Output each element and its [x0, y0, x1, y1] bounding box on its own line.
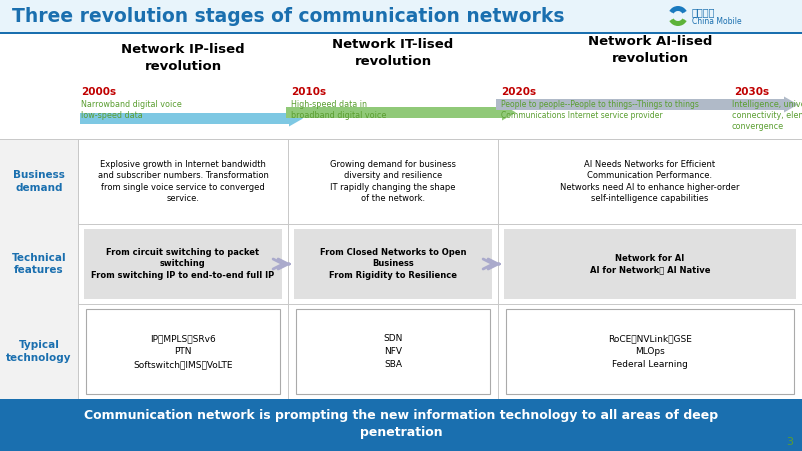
Bar	[0, 399, 802, 451]
Text: Technical
features: Technical features	[12, 253, 67, 275]
Text: From Closed Networks to Open
Business
From Rigidity to Resilience: From Closed Networks to Open Business Fr…	[320, 248, 466, 280]
FancyArrow shape	[286, 105, 516, 120]
Bar	[506, 309, 794, 394]
Bar	[294, 229, 492, 299]
Text: Three revolution stages of communication networks: Three revolution stages of communication…	[12, 6, 565, 26]
Bar	[296, 309, 490, 394]
Text: Communication network is prompting the new information technology to all areas o: Communication network is prompting the n…	[84, 409, 718, 439]
Text: 2000s: 2000s	[81, 87, 116, 97]
Text: High-speed data in
broadband digital voice: High-speed data in broadband digital voi…	[291, 100, 387, 120]
Bar	[0, 139, 78, 399]
Bar	[0, 32, 802, 399]
Text: SDN
NFV
SBA: SDN NFV SBA	[383, 334, 403, 369]
Text: From circuit switching to packet
switching
From switching IP to end-to-end full : From circuit switching to packet switchi…	[91, 248, 274, 280]
Text: Intelligence, universal
connectivity, elemental
convergence: Intelligence, universal connectivity, el…	[732, 100, 802, 131]
Text: 中国移动: 中国移动	[692, 7, 715, 17]
Bar	[0, 32, 802, 34]
Text: 2010s: 2010s	[291, 87, 326, 97]
Text: Network IP-lised
revolution: Network IP-lised revolution	[121, 43, 245, 73]
Text: 2020s: 2020s	[501, 87, 536, 97]
Wedge shape	[671, 8, 685, 14]
Text: Network for AI
AI for Network， AI Native: Network for AI AI for Network， AI Native	[589, 254, 711, 274]
Bar	[84, 229, 282, 299]
Text: Growing demand for business
diversity and resilience
IT rapidly changing the sha: Growing demand for business diversity an…	[330, 160, 456, 203]
Wedge shape	[670, 19, 687, 26]
Wedge shape	[671, 18, 685, 24]
Bar	[0, 0, 802, 32]
Text: 2030s: 2030s	[734, 87, 769, 97]
Bar	[86, 309, 280, 394]
Wedge shape	[670, 6, 687, 13]
Text: AI Needs Networks for Efficient
Communication Performance.
Networks need AI to e: AI Needs Networks for Efficient Communic…	[561, 160, 739, 203]
Text: Business
demand: Business demand	[13, 170, 65, 193]
Bar	[660, 0, 802, 32]
Text: Narrowband digital voice
low-speed data: Narrowband digital voice low-speed data	[81, 100, 182, 120]
FancyArrow shape	[80, 110, 303, 126]
Text: Explosive growth in Internet bandwidth
and subscriber numbers. Transformation
fr: Explosive growth in Internet bandwidth a…	[98, 160, 269, 203]
Text: Typical
technology: Typical technology	[6, 341, 71, 363]
Text: 3: 3	[786, 437, 793, 447]
Text: People to people--People to things--Things to things
Communications Internet ser: People to people--People to things--Thin…	[501, 100, 699, 120]
FancyArrow shape	[496, 97, 798, 112]
Text: IP、MPLS、SRv6
PTN
Softswitch、IMS、VoLTE: IP、MPLS、SRv6 PTN Softswitch、IMS、VoLTE	[133, 334, 233, 369]
Text: Network AI-lised
revolution: Network AI-lised revolution	[588, 35, 712, 65]
Bar	[0, 32, 802, 34]
Text: RoCE、NVLink、GSE
MLOps
Federal Learning: RoCE、NVLink、GSE MLOps Federal Learning	[608, 334, 692, 369]
Bar	[504, 229, 796, 299]
Text: Network IT-lised
revolution: Network IT-lised revolution	[332, 38, 454, 68]
Text: China Mobile: China Mobile	[692, 17, 742, 26]
